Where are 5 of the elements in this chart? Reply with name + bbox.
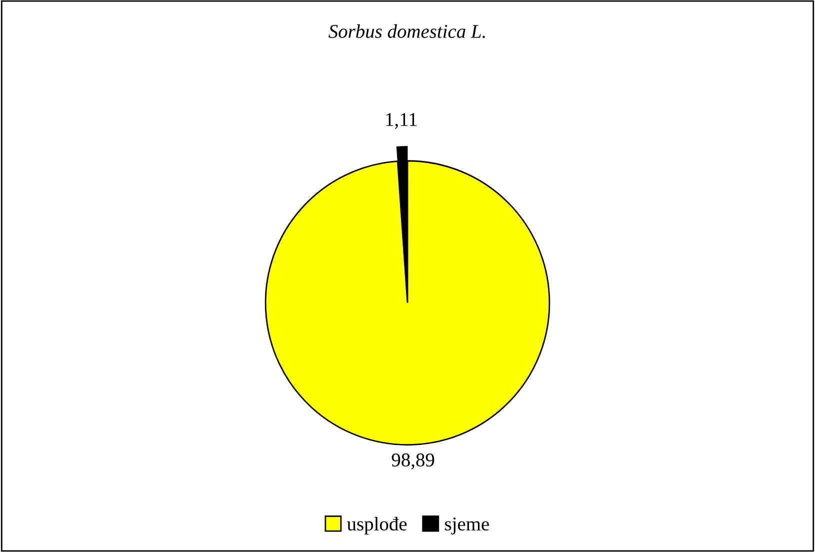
legend-label: sjeme	[445, 517, 489, 534]
legend-label: usplođe	[347, 516, 407, 534]
chart-title: Sorbus domestica L.	[328, 24, 485, 38]
data-label: 1,11	[386, 113, 417, 129]
data-label: 98,89	[392, 453, 434, 470]
